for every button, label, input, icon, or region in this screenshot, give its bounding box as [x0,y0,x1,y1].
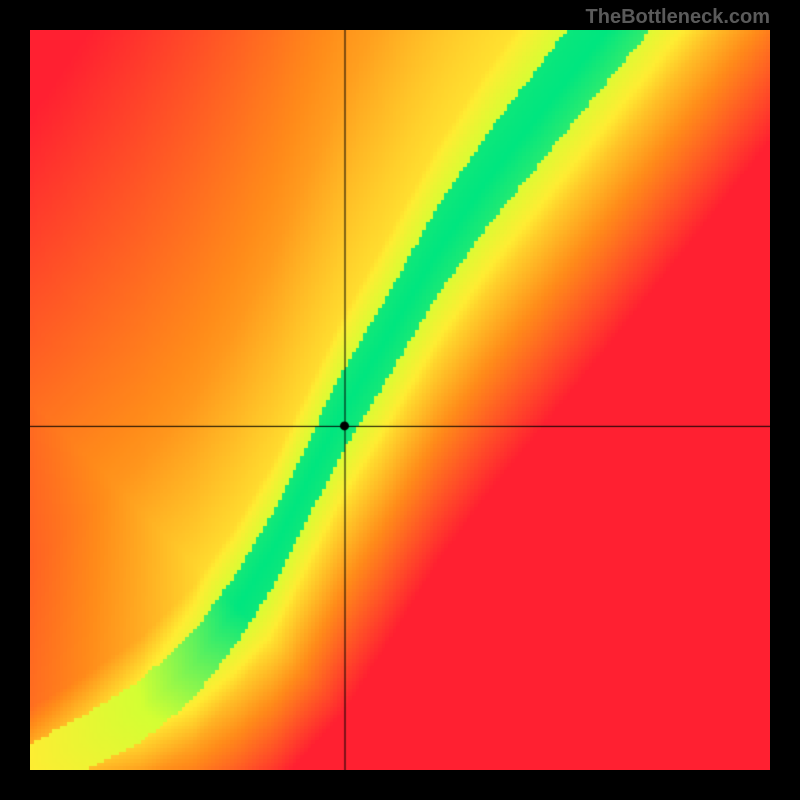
chart-container: TheBottleneck.com [0,0,800,800]
plot-area [30,30,770,770]
watermark-text: TheBottleneck.com [586,6,770,29]
heatmap-canvas [30,30,770,770]
